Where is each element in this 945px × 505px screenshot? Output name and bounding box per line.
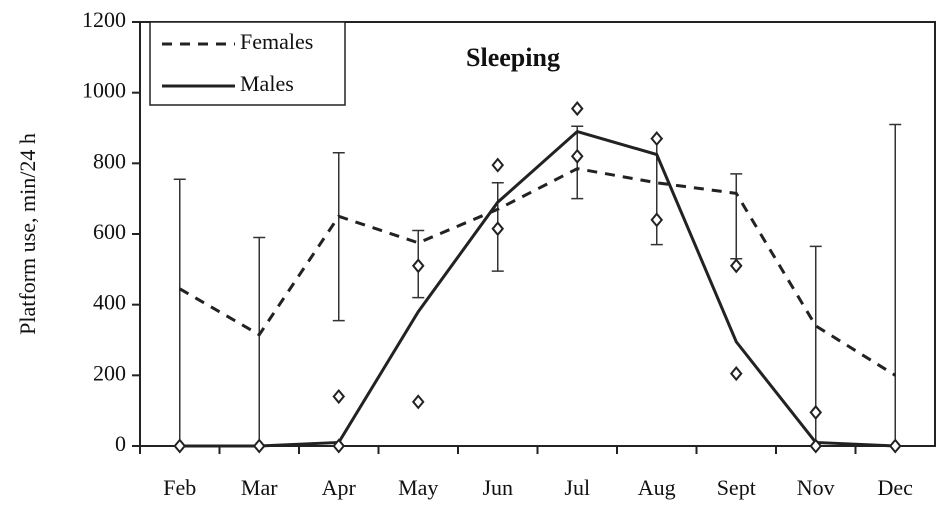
y-tick-label: 600 xyxy=(93,219,126,244)
marker xyxy=(332,388,346,405)
marker xyxy=(809,438,823,454)
x-tick-label: Dec xyxy=(878,475,914,500)
x-tick-label: Sept xyxy=(717,475,756,500)
x-tick-label: Apr xyxy=(322,475,357,500)
y-axis-label: Platform use, min/24 h xyxy=(15,133,40,335)
marker xyxy=(888,438,902,454)
series-line xyxy=(178,167,897,377)
marker xyxy=(570,101,584,117)
error-bar xyxy=(332,151,345,322)
marker xyxy=(252,438,266,454)
x-tick-label: Aug xyxy=(638,475,676,500)
x-tick-label: Feb xyxy=(163,475,196,500)
marker xyxy=(729,258,743,274)
marker xyxy=(650,131,664,147)
marker xyxy=(411,258,425,274)
marker xyxy=(570,148,584,164)
marker xyxy=(411,394,425,410)
marker xyxy=(491,221,505,237)
legend-label: Females xyxy=(240,29,313,54)
error-bar xyxy=(253,236,266,447)
y-tick-label: 1200 xyxy=(82,7,126,32)
marker xyxy=(332,438,346,454)
error-bar xyxy=(730,173,743,260)
marker xyxy=(650,212,664,228)
x-tick-label: Jun xyxy=(482,475,513,500)
x-tick-label: May xyxy=(398,475,438,500)
series-line xyxy=(179,129,896,448)
y-tick-label: 0 xyxy=(115,431,126,456)
y-tick-label: 200 xyxy=(93,360,126,385)
chart-title: Sleeping xyxy=(466,43,560,72)
marker xyxy=(173,438,187,454)
x-tick-label: Nov xyxy=(797,475,835,500)
marker xyxy=(491,157,505,173)
x-tick-label: Jul xyxy=(564,475,590,500)
error-bar xyxy=(889,123,902,447)
y-tick-label: 1000 xyxy=(82,78,126,103)
x-tick-label: Mar xyxy=(241,475,278,500)
y-tick-label: 400 xyxy=(93,290,126,315)
error-bar xyxy=(173,178,186,447)
marker xyxy=(809,404,823,420)
legend-label: Males xyxy=(240,71,294,96)
y-tick-label: 800 xyxy=(93,148,126,173)
legend-box xyxy=(149,21,346,106)
marker xyxy=(729,366,743,382)
